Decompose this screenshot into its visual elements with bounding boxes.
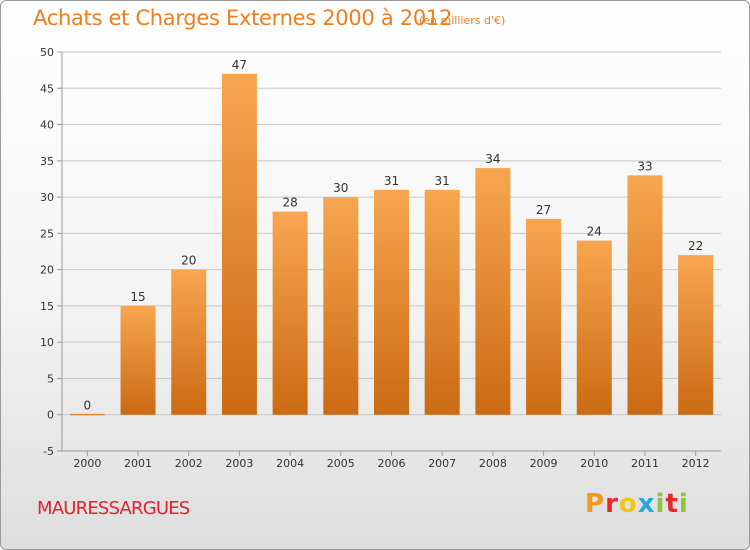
y-tick-label: 0 [47,409,54,422]
data-label-2007: 31 [435,174,450,188]
brand-letter: r [605,489,619,519]
data-label-2009: 27 [536,203,551,217]
commune-name: MAURESSARGUES [37,498,190,519]
data-label-2005: 30 [333,181,348,195]
brand-letter: x [637,489,656,519]
x-tick-label-2006: 2006 [378,457,406,470]
x-tick-label-2003: 2003 [225,457,253,470]
y-tick-label: 50 [40,46,54,59]
bar-2005 [323,197,359,415]
bar-2006 [374,189,409,415]
y-tick-label: 35 [40,155,54,168]
bar-2009 [526,218,562,415]
chart-subtitle: (en milliers d'€) [419,14,506,27]
data-label-2006: 31 [384,174,399,188]
bar-2000 [69,413,105,416]
y-tick-label: 5 [47,372,54,385]
y-tick-label: 25 [40,227,54,240]
x-tick-label-2002: 2002 [175,457,203,470]
bars [69,73,714,416]
bar-2012 [678,255,714,415]
y-tick-label: 45 [40,82,54,95]
x-tick-label-2007: 2007 [428,457,456,470]
y-tick-label: 30 [40,191,54,204]
proxiti-logo: Proxiti [585,489,689,519]
x-tick-label-2008: 2008 [479,457,507,470]
x-tick-label-2010: 2010 [580,457,608,470]
bar-2002 [171,269,207,415]
bar-2007 [424,189,460,415]
bar-2010 [576,240,612,415]
y-tick-label: 20 [40,264,54,277]
x-tick-labels: 2000 2001 2002 2003 2004 2005 2006 2007 2008 2009… [73,451,710,470]
x-tick-label-2001: 2001 [124,457,152,470]
brand-letter: P [585,489,606,519]
brand-letter: i [678,489,689,519]
y-tick-labels: -5 0 5 10 15 20 25 30 35 40 45 50 [40,46,54,458]
x-tick-label-2012: 2012 [682,457,710,470]
data-label-2012: 22 [688,239,703,253]
bar-2001 [120,305,156,415]
data-label-2001: 15 [130,290,145,304]
y-tick-label: -5 [43,445,54,458]
x-tick-label-2000: 2000 [73,457,101,470]
data-label-2011: 33 [637,159,652,173]
y-tick-label: 15 [40,300,54,313]
bar-2008 [475,168,511,415]
chart-title: Achats et Charges Externes 2000 à 2012 [33,6,453,30]
brand-letter: o [618,489,638,519]
x-tick-label-2011: 2011 [631,457,659,470]
bar-2004 [272,211,308,415]
data-label-2000: 0 [84,399,92,413]
brand-letter: i [655,489,666,519]
data-labels: 0 15 20 47 28 30 31 31 34 27 24 33 22 [84,58,704,413]
data-label-2004: 28 [282,196,297,210]
x-tick-label-2005: 2005 [327,457,355,470]
x-tick-label-2009: 2009 [530,457,558,470]
x-tick-label-2004: 2004 [276,457,304,470]
data-label-2008: 34 [485,152,500,166]
data-label-2010: 24 [587,225,602,239]
data-label-2003: 47 [232,58,247,72]
y-tick-label: 40 [40,119,54,132]
y-tick-label: 10 [40,336,54,349]
bar-2003 [221,73,257,415]
brand-letter: t [665,489,679,519]
bar-2011 [627,175,663,415]
data-label-2002: 20 [181,254,196,268]
